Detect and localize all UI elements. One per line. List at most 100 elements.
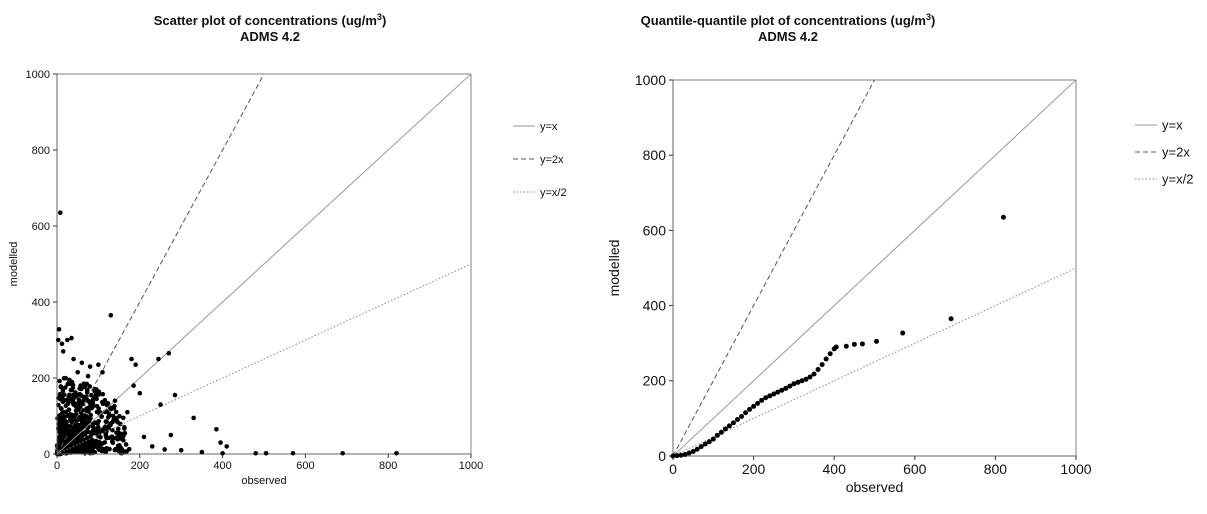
scatter-data-point — [253, 450, 259, 456]
scatter-cluster-point — [72, 448, 77, 454]
scatter-cluster-point — [95, 445, 101, 451]
qq-y-tick-label: 200 — [643, 373, 667, 389]
qq-data-point — [734, 417, 740, 423]
qq-data-point — [755, 400, 761, 406]
qq-y-tick-label: 400 — [643, 298, 667, 314]
scatter-data-point — [125, 409, 130, 415]
scatter-y-tick-label: 400 — [32, 297, 50, 309]
scatter-cluster-point — [118, 421, 123, 427]
scatter-data-point — [340, 450, 345, 456]
scatter-cluster-point — [103, 433, 109, 438]
scatter-data-point — [108, 421, 114, 426]
scatter-cluster-point — [84, 429, 90, 435]
qq-data-point — [775, 389, 781, 395]
scatter-cluster-point — [60, 399, 66, 405]
scatter-cluster-point — [117, 413, 122, 419]
scatter-cluster-point — [90, 448, 96, 454]
scatter-cluster-point — [103, 419, 109, 424]
scatter-cluster-point — [58, 431, 63, 437]
scatter-data-point — [129, 356, 134, 362]
scatter-line-y-2x — [57, 74, 265, 454]
qq-data-point — [730, 420, 736, 426]
scatter-data-point — [141, 434, 147, 440]
qq-data-point — [833, 344, 839, 350]
qq-y-tick-label: 0 — [658, 448, 666, 464]
qq-data-point — [743, 410, 749, 416]
scatter-data-point — [71, 356, 76, 362]
qq-data-point — [710, 436, 716, 442]
scatter-cluster-point — [124, 449, 130, 454]
scatter-cluster-point — [58, 425, 63, 431]
scatter-cluster-point — [112, 447, 118, 453]
scatter-cluster-point — [113, 416, 119, 421]
scatter-data-point — [199, 449, 205, 455]
qq-x-tick-label: 800 — [984, 461, 1008, 477]
qq-legend-label: y=x — [1162, 118, 1183, 133]
scatter-data-point — [178, 447, 184, 453]
qq-legend-label: y=x/2 — [1162, 172, 1193, 187]
scatter-cluster-point — [58, 384, 64, 389]
scatter-cluster-point — [118, 445, 124, 451]
scatter-cluster-point — [86, 409, 91, 414]
qq-x-tick-label: 400 — [823, 461, 847, 477]
qq-data-point — [722, 426, 728, 432]
scatter-x-tick-label: 1000 — [459, 460, 483, 472]
scatter-cluster-point — [78, 410, 84, 415]
scatter-cluster-point — [68, 435, 74, 440]
scatter-data-point — [168, 432, 174, 438]
scatter-data-point — [77, 436, 83, 442]
qq-data-point — [739, 414, 745, 420]
scatter-data-point — [149, 444, 155, 449]
qq-data-point — [859, 341, 865, 347]
scatter-y-tick-label: 600 — [32, 221, 50, 233]
qq-data-point — [851, 341, 857, 347]
qq-line-y-x — [673, 80, 1076, 456]
qq-data-point — [783, 385, 789, 391]
qq-line-y-2x — [673, 80, 875, 456]
scatter-data-point — [62, 385, 68, 390]
scatter-data-point — [112, 398, 118, 404]
scatter-cluster-point — [55, 445, 61, 450]
qq-data-point — [874, 338, 880, 344]
scatter-cluster-point — [66, 392, 72, 398]
scatter-data-point — [83, 413, 89, 419]
qq-data-point — [702, 441, 708, 447]
scatter-data-point — [59, 341, 65, 347]
qq-data-point — [747, 406, 753, 412]
scatter-data-point — [104, 446, 109, 451]
scatter-legend-label: y=x — [540, 121, 558, 133]
scatter-y-tick-label: 1000 — [26, 69, 50, 81]
scatter-x-tick-label: 400 — [213, 460, 231, 472]
scatter-cluster-point — [90, 424, 96, 429]
scatter-cluster-point — [84, 390, 90, 395]
qq-data-point — [795, 379, 801, 385]
qq-data-point — [751, 403, 757, 409]
qq-data-point — [787, 383, 793, 389]
qq-y-tick-label: 1000 — [635, 72, 666, 88]
scatter-data-point — [214, 427, 219, 432]
qq-data-point — [706, 439, 712, 445]
qq-data-point — [678, 452, 684, 458]
scatter-cluster-point — [85, 443, 90, 448]
scatter-x-tick-label: 800 — [379, 460, 397, 472]
scatter-cluster-point — [78, 414, 84, 420]
qq-data-point — [726, 423, 732, 429]
scatter-plot-chart: Scatter plot of concentrations (ug/m3)AD… — [8, 12, 567, 487]
scatter-cluster-point — [57, 378, 62, 384]
scatter-cluster-point — [60, 388, 66, 394]
scatter-cluster-point — [100, 428, 105, 434]
scatter-cluster-point — [70, 423, 76, 429]
scatter-data-point — [96, 425, 101, 430]
scatter-cluster-point — [97, 411, 102, 417]
scatter-cluster-point — [66, 407, 72, 412]
qq-data-point — [948, 316, 954, 322]
scatter-data-point — [131, 383, 136, 388]
scatter-data-point — [166, 351, 172, 356]
scatter-cluster-point — [88, 416, 93, 421]
scatter-data-point — [94, 387, 99, 392]
scatter-data-point — [172, 392, 178, 398]
scatter-cluster-point — [106, 426, 111, 431]
scatter-line-y-x-2 — [57, 263, 471, 454]
scatter-cluster-point — [110, 440, 116, 446]
